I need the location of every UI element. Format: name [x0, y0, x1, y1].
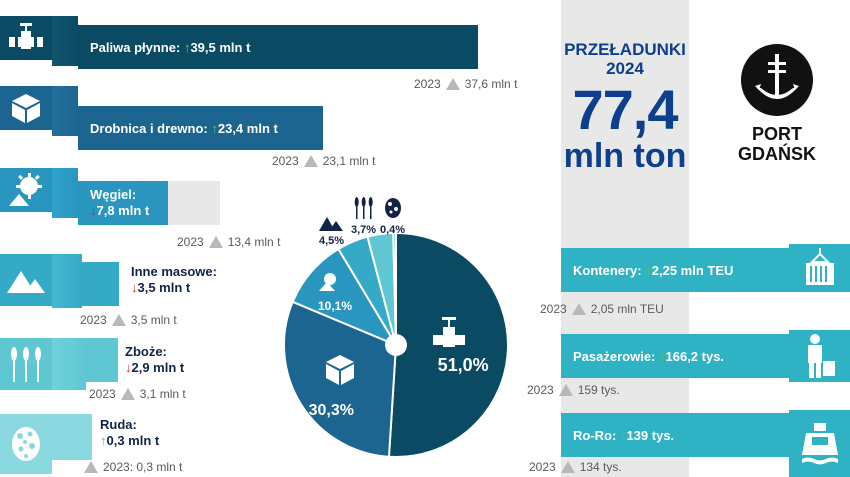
pct-label-zboze: 3,7% — [351, 224, 377, 236]
roro-label: Ro-Ro: ↑139 tys. — [573, 427, 675, 443]
passenger-bar: Pasażerowie: ↑166,2 tys. — [561, 334, 789, 378]
fuel-icon-box — [0, 16, 52, 60]
pie-label-2: 10,1% — [318, 299, 352, 313]
headline-title: PRZEŁADUNKI 2024 — [564, 40, 686, 78]
excavator-wheel-icon — [9, 173, 42, 206]
container-icon — [805, 248, 834, 285]
bulk-label: Inne masowe: ↓3,5 mln t — [131, 264, 217, 295]
triangle-icon — [445, 78, 460, 90]
triangle-icon — [111, 314, 126, 326]
ore-bar-fold — [52, 414, 92, 460]
cargo-bar-fold — [52, 86, 78, 136]
coal-prev: 2023 13,4 mln t — [177, 235, 281, 249]
bulk-bar-fold — [52, 254, 82, 308]
container-icon-box — [789, 244, 850, 292]
roro-bar: Ro-Ro: ↑139 tys. — [561, 413, 789, 457]
fuel-label: Paliwa płynne: ↑39,5 mln t — [90, 39, 251, 55]
ore-icon — [12, 427, 40, 461]
ferry-icon-box — [789, 410, 850, 477]
bulk-prev: 2023 3,5 mln t — [80, 313, 177, 327]
ore-icon-box — [0, 414, 52, 474]
container-prev: 2023 2,05 mln TEU — [540, 302, 664, 316]
triangle-icon — [303, 155, 318, 167]
fuel-bar-fold — [52, 16, 78, 66]
wheat-icon — [354, 197, 373, 219]
triangle-icon — [208, 236, 223, 248]
container-label: Kontenery: ↑2,25 mln TEU — [573, 262, 734, 278]
grain-prev: 2023 3,1 mln t — [89, 387, 186, 401]
fuel-bar: Paliwa płynne: ↑39,5 mln t — [78, 25, 478, 69]
pipe-valve-icon — [433, 317, 465, 347]
fuel-prev: 2023 37,6 mln t — [414, 77, 518, 91]
pie-center — [385, 334, 407, 356]
triangle-icon — [84, 461, 98, 473]
grain-label: Zboże: ↓2,9 mln t — [125, 344, 185, 375]
logo-text: PORT GDAŃSK — [737, 124, 816, 164]
ore-icon — [385, 198, 401, 218]
cargo-icon-box — [0, 86, 52, 130]
cargo-prev: 2023 23,1 mln t — [272, 154, 376, 168]
grain-bar-fold — [52, 338, 86, 390]
coal-icon-box — [0, 168, 52, 212]
pie-label-0: 51,0% — [438, 355, 489, 375]
headline-value: 77,4 — [572, 78, 679, 141]
pie-slice-1 — [283, 300, 398, 458]
container-bar: Kontenery: ↑2,25 mln TEU — [561, 248, 789, 292]
cargo-bar: Drobnica i drewno: ↑23,4 mln t — [78, 106, 323, 150]
passenger-icon — [807, 334, 835, 378]
cube-icon — [12, 94, 40, 123]
ore-label: Ruda: ↑0,3 mln t — [100, 417, 160, 448]
pct-label-ruda: 0,4% — [380, 224, 406, 236]
headline-panel — [561, 0, 689, 477]
mountains-icon — [319, 217, 343, 231]
bulk-bar — [82, 262, 119, 306]
coal-label: Węgiel: ↓7,8 mln t — [90, 187, 150, 218]
headline-unit: mln ton — [563, 137, 687, 175]
passenger-icon-box — [789, 330, 850, 382]
roro-prev: 2023 134 tys. — [529, 460, 622, 474]
pie-label-1: 30,3% — [309, 402, 354, 419]
grain-bar — [86, 338, 118, 382]
pct-label-inne: 4,5% — [319, 235, 345, 247]
triangle-icon — [558, 384, 573, 396]
cube-icon — [326, 355, 354, 385]
wheat-icon — [11, 347, 41, 382]
grain-icon-box — [0, 338, 52, 390]
coal-bar-fold — [52, 168, 78, 218]
coal-bar: Węgiel: ↓7,8 mln t — [78, 181, 168, 225]
pie-slice-2 — [291, 247, 399, 348]
ferry-icon — [801, 422, 838, 464]
bulk-icon-box — [0, 254, 52, 306]
triangle-icon — [571, 303, 586, 315]
coal-prev-box — [168, 181, 220, 225]
mountains-icon — [7, 271, 45, 293]
triangle-icon — [120, 388, 135, 400]
triangle-icon — [560, 461, 575, 473]
pie-slice-5 — [392, 231, 397, 346]
pie-chart: 51,0% 30,3% 10,1% — [283, 231, 509, 458]
pipe-valve-icon — [9, 23, 43, 49]
passenger-prev: 2023 159 tys. — [527, 383, 620, 397]
cargo-label: Drobnica i drewno: ↑23,4 mln t — [90, 120, 278, 136]
port-gdansk-logo — [741, 44, 813, 116]
passenger-label: Pasażerowie: ↑166,2 tys. — [573, 348, 725, 364]
ore-prev: 2023: 0,3 mln t — [84, 460, 182, 474]
excavator-wheel-icon — [319, 273, 336, 291]
